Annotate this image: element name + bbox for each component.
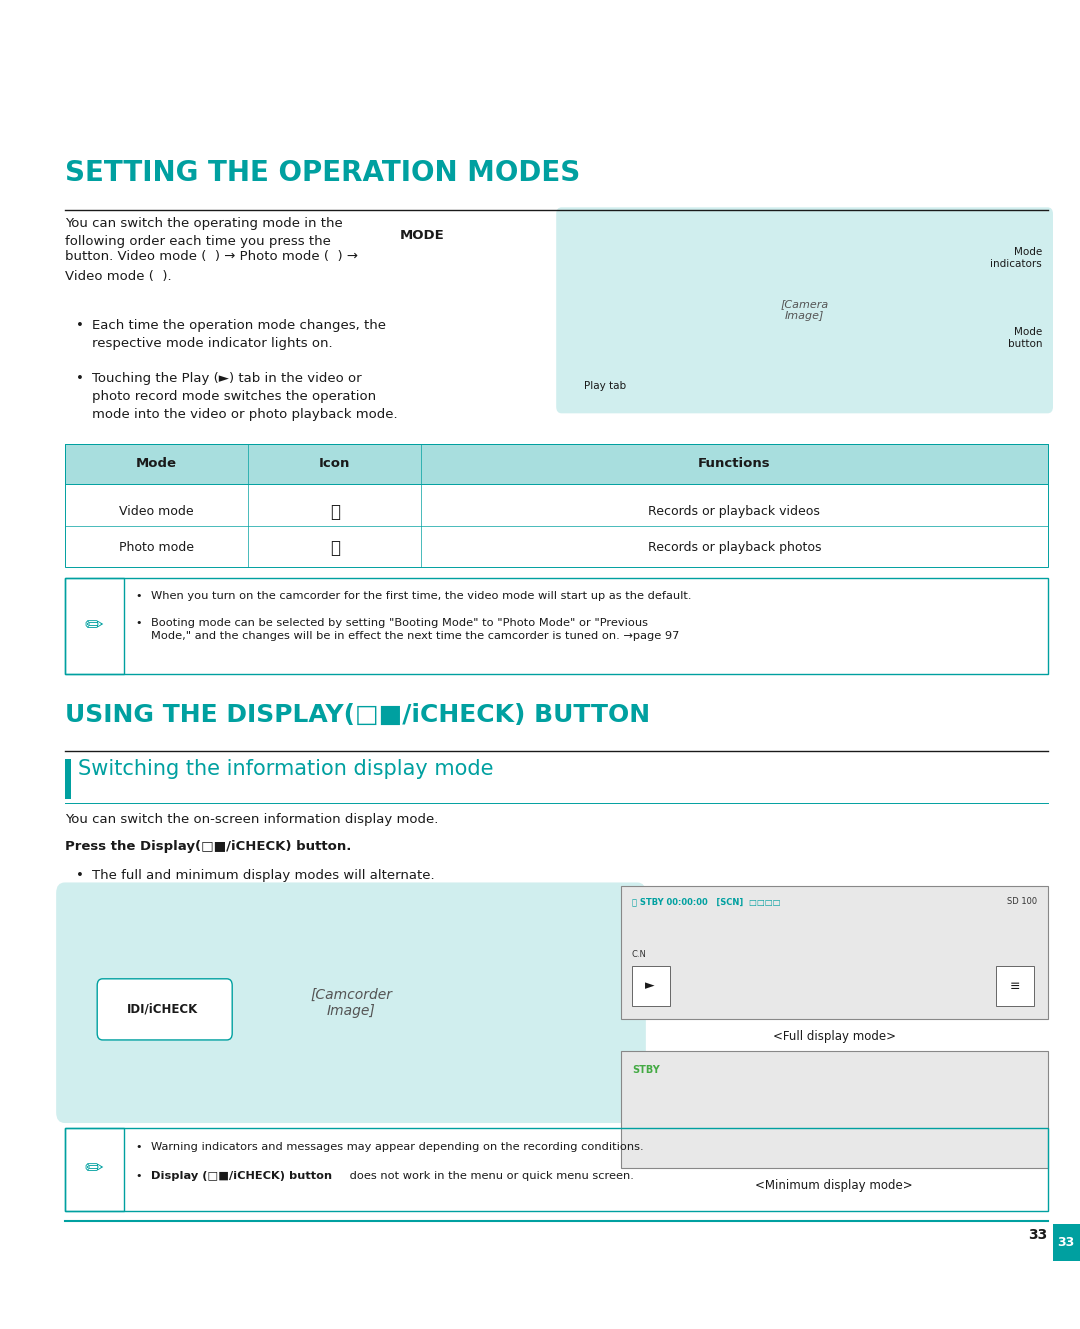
FancyBboxPatch shape <box>621 886 1048 1019</box>
Text: <Minimum display mode>: <Minimum display mode> <box>756 1179 913 1192</box>
Text: Mode
indicators: Mode indicators <box>990 247 1042 268</box>
Text: 🎥: 🎥 <box>329 502 340 521</box>
Text: ≡: ≡ <box>1010 979 1021 993</box>
Text: 33: 33 <box>1028 1228 1048 1243</box>
Text: •: • <box>135 591 141 602</box>
Text: Photo mode: Photo mode <box>119 541 194 554</box>
Text: •: • <box>76 372 83 385</box>
FancyBboxPatch shape <box>632 966 670 1006</box>
Text: Records or playback videos: Records or playback videos <box>648 505 821 518</box>
Text: [Camera
Image]: [Camera Image] <box>781 299 828 322</box>
FancyBboxPatch shape <box>65 759 71 799</box>
Text: •: • <box>135 618 141 629</box>
Text: You can switch the on-screen information display mode.: You can switch the on-screen information… <box>65 813 438 827</box>
Text: Mode: Mode <box>136 457 177 470</box>
Text: •: • <box>76 319 83 332</box>
Text: When you turn on the camcorder for the first time, the video mode will start up : When you turn on the camcorder for the f… <box>151 591 691 602</box>
Text: Functions: Functions <box>698 457 771 470</box>
Text: ✏: ✏ <box>84 1159 104 1180</box>
Text: Warning indicators and messages may appear depending on the recording conditions: Warning indicators and messages may appe… <box>151 1142 644 1152</box>
Text: ✏: ✏ <box>84 615 104 637</box>
FancyBboxPatch shape <box>1053 1224 1080 1261</box>
Text: Mode
button: Mode button <box>1008 327 1042 348</box>
Text: USING THE DISPLAY(□■/iCHECK) BUTTON: USING THE DISPLAY(□■/iCHECK) BUTTON <box>65 703 650 727</box>
Text: IDI/iCHECK: IDI/iCHECK <box>126 1003 198 1015</box>
Text: SETTING THE OPERATION MODES: SETTING THE OPERATION MODES <box>65 159 580 187</box>
Text: The full and minimum display modes will alternate.: The full and minimum display modes will … <box>92 869 434 882</box>
Text: Video mode: Video mode <box>119 505 194 518</box>
Text: Each time the operation mode changes, the
respective mode indicator lights on.: Each time the operation mode changes, th… <box>92 319 386 350</box>
Text: does not work in the menu or quick menu screen.: does not work in the menu or quick menu … <box>346 1171 634 1181</box>
Text: MODE: MODE <box>400 229 444 242</box>
Text: •: • <box>76 869 83 882</box>
FancyBboxPatch shape <box>97 979 232 1041</box>
Text: C.N: C.N <box>632 950 647 960</box>
Text: Press the Display(□■/iCHECK) button.: Press the Display(□■/iCHECK) button. <box>65 840 351 853</box>
Text: Records or playback photos: Records or playback photos <box>648 541 821 554</box>
Text: •: • <box>135 1142 141 1152</box>
Text: STBY: STBY <box>632 1065 660 1075</box>
Text: 🎥 STBY 00:00:00   [SCN]  □□□□: 🎥 STBY 00:00:00 [SCN] □□□□ <box>632 897 780 906</box>
Text: Booting mode can be selected by setting "Booting Mode" to "Photo Mode" or "Previ: Booting mode can be selected by setting … <box>151 618 679 641</box>
Text: <Full display mode>: <Full display mode> <box>773 1030 895 1043</box>
Text: Touching the Play (►) tab in the video or
photo record mode switches the operati: Touching the Play (►) tab in the video o… <box>92 372 397 421</box>
Text: You can switch the operating mode in the
following order each time you press the: You can switch the operating mode in the… <box>65 217 342 247</box>
FancyBboxPatch shape <box>65 444 1048 484</box>
FancyBboxPatch shape <box>556 207 1053 413</box>
Text: button. Video mode (  ) → Photo mode (  ) →
Video mode (  ).: button. Video mode ( ) → Photo mode ( ) … <box>65 250 357 283</box>
Text: Display (□■/iCHECK) button: Display (□■/iCHECK) button <box>151 1171 333 1181</box>
Text: •: • <box>135 1171 141 1181</box>
Text: SD 100: SD 100 <box>1007 897 1037 906</box>
Text: ►: ► <box>646 979 654 993</box>
FancyBboxPatch shape <box>56 882 646 1123</box>
FancyBboxPatch shape <box>621 1051 1048 1168</box>
Text: [Camcorder
Image]: [Camcorder Image] <box>310 987 392 1018</box>
Text: 33: 33 <box>1057 1236 1075 1249</box>
Text: Switching the information display mode: Switching the information display mode <box>78 759 494 779</box>
Text: 📷: 📷 <box>329 538 340 557</box>
Text: Play tab: Play tab <box>583 380 626 391</box>
FancyBboxPatch shape <box>996 966 1034 1006</box>
Text: Icon: Icon <box>319 457 351 470</box>
